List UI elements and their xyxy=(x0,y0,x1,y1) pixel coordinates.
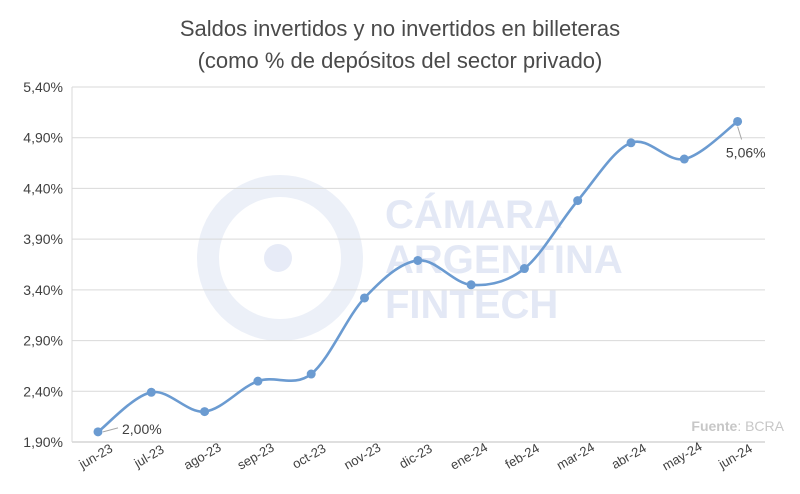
chart-title-line-1: Saldos invertidos y no invertidos en bil… xyxy=(179,16,621,41)
data-point xyxy=(253,376,263,386)
y-tick-label: 4,90% xyxy=(23,130,63,146)
watermark-dot xyxy=(264,244,292,272)
x-tick-label: sep-23 xyxy=(235,440,277,473)
x-tick-label: may-24 xyxy=(660,439,705,474)
data-point xyxy=(679,154,689,164)
x-tick-label: jul-23 xyxy=(131,442,167,471)
data-point xyxy=(413,255,423,265)
source-note: Fuente: BCRA xyxy=(691,418,784,434)
data-label: 2,00% xyxy=(122,421,162,437)
source-label: Fuente xyxy=(691,418,738,434)
data-label-leader xyxy=(102,427,119,433)
y-tick-label: 2,40% xyxy=(23,383,63,399)
data-point xyxy=(519,264,529,274)
watermark-ring xyxy=(197,175,363,341)
y-tick-label: 5,40% xyxy=(23,79,63,95)
x-tick-label: ene-24 xyxy=(448,439,491,472)
x-tick-label: feb-24 xyxy=(502,440,541,471)
x-tick-label: abr-24 xyxy=(609,440,649,472)
data-label-leader xyxy=(737,126,743,140)
data-point xyxy=(146,387,156,397)
data-point xyxy=(626,138,636,148)
x-tick-label: dic-23 xyxy=(396,441,434,472)
watermark-text-line: CÁMARA xyxy=(385,192,563,237)
x-tick-label: jun-24 xyxy=(715,441,755,473)
y-tick-label: 4,40% xyxy=(23,180,63,196)
data-point xyxy=(466,280,476,290)
data-point xyxy=(360,293,369,303)
data-point xyxy=(573,196,583,206)
y-tick-label: 1,90% xyxy=(23,434,63,450)
y-tick-label: 3,90% xyxy=(23,231,63,247)
y-tick-label: 3,40% xyxy=(23,282,63,298)
x-tick-label: jun-23 xyxy=(75,441,115,473)
data-point xyxy=(200,407,210,417)
source-value: : BCRA xyxy=(737,418,784,434)
data-point xyxy=(733,116,743,126)
data-label: 5,06% xyxy=(726,144,766,160)
y-tick-label: 2,90% xyxy=(23,333,63,349)
x-tick-label: ago-23 xyxy=(181,439,224,472)
data-point xyxy=(306,369,316,379)
x-tick-label: oct-23 xyxy=(290,441,329,472)
x-tick-label: mar-24 xyxy=(554,439,597,473)
x-tick-label: nov-23 xyxy=(341,440,383,473)
data-point xyxy=(93,427,103,437)
chart-title-line-2: (como % de depósitos del sector privado) xyxy=(197,48,603,73)
